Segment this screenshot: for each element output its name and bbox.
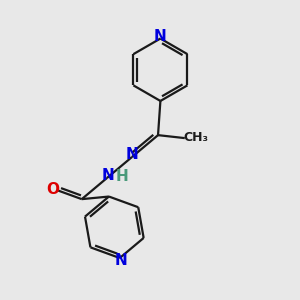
Text: N: N (154, 29, 167, 44)
Text: N: N (102, 168, 115, 183)
Text: O: O (46, 182, 59, 196)
Text: N: N (125, 147, 138, 162)
Text: N: N (115, 254, 128, 268)
Text: CH₃: CH₃ (184, 131, 208, 144)
Text: H: H (116, 169, 129, 184)
